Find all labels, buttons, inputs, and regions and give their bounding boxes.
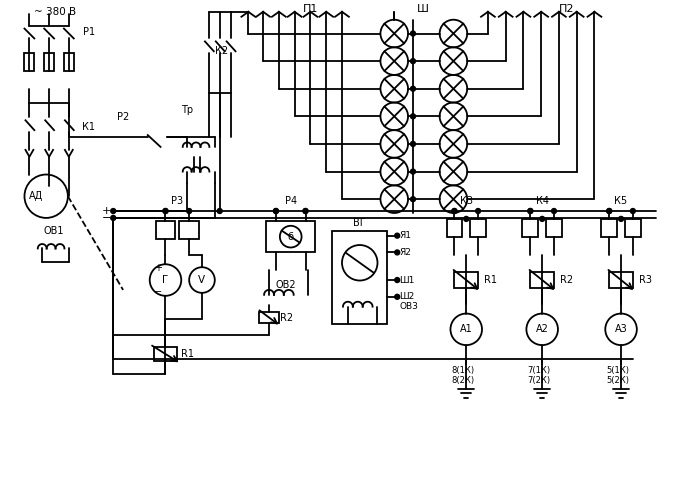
Circle shape — [410, 142, 415, 147]
Circle shape — [528, 209, 533, 214]
Text: R1: R1 — [484, 275, 497, 285]
Bar — [546, 219, 562, 237]
Text: Р3: Р3 — [171, 196, 183, 206]
Circle shape — [186, 209, 192, 214]
Text: Р4: Р4 — [285, 196, 297, 206]
Text: Я2: Я2 — [399, 248, 411, 257]
Circle shape — [464, 216, 469, 221]
Bar — [609, 272, 633, 288]
Circle shape — [111, 215, 115, 220]
Circle shape — [630, 209, 635, 214]
Text: 5(2К): 5(2К) — [607, 376, 629, 385]
Bar — [332, 231, 387, 324]
Text: 7(2К): 7(2К) — [527, 376, 550, 385]
Circle shape — [163, 209, 168, 214]
Bar — [454, 272, 478, 288]
Text: П2: П2 — [559, 4, 574, 14]
Text: R3: R3 — [639, 275, 652, 285]
Text: ОВ2: ОВ2 — [275, 280, 296, 290]
Text: Р2: Р2 — [117, 112, 129, 122]
Circle shape — [410, 114, 415, 119]
Circle shape — [528, 209, 533, 214]
Text: К2: К2 — [215, 46, 228, 56]
Text: А3: А3 — [615, 324, 628, 335]
Bar — [154, 347, 178, 361]
Circle shape — [395, 250, 400, 255]
Text: 8(2К): 8(2К) — [451, 376, 475, 385]
Text: R2: R2 — [560, 275, 574, 285]
Text: 5(1К): 5(1К) — [607, 366, 629, 375]
Text: К3: К3 — [460, 196, 473, 206]
Text: Ш: Ш — [417, 4, 429, 14]
Text: ОВ3: ОВ3 — [399, 302, 418, 311]
Bar — [259, 311, 279, 323]
Circle shape — [607, 209, 612, 214]
Text: Тр: Тр — [181, 106, 193, 115]
Text: 8(1К): 8(1К) — [451, 366, 475, 375]
Text: +: + — [102, 206, 111, 216]
Bar — [447, 219, 462, 237]
Bar — [522, 219, 538, 237]
Text: ~ 380 В: ~ 380 В — [34, 7, 76, 17]
Bar — [44, 53, 54, 71]
Text: −: − — [154, 287, 162, 297]
Circle shape — [217, 209, 222, 214]
Text: R1: R1 — [181, 349, 194, 359]
Text: АД: АД — [29, 191, 44, 201]
Bar — [530, 272, 554, 288]
Circle shape — [410, 197, 415, 201]
Circle shape — [552, 209, 557, 214]
Bar — [64, 53, 74, 71]
Text: −: − — [102, 213, 111, 223]
Bar — [470, 219, 486, 237]
Text: К4: К4 — [535, 196, 548, 206]
Bar — [156, 221, 176, 239]
Circle shape — [163, 209, 168, 214]
Circle shape — [619, 216, 624, 221]
Bar — [266, 221, 316, 253]
Circle shape — [303, 209, 308, 214]
Text: 7(1К): 7(1К) — [527, 366, 550, 375]
Circle shape — [410, 169, 415, 174]
Circle shape — [452, 209, 457, 214]
Text: ВГ: ВГ — [353, 218, 366, 228]
Text: ОВ1: ОВ1 — [44, 226, 64, 236]
Text: П1: П1 — [303, 4, 318, 14]
Circle shape — [475, 209, 481, 214]
Text: R2: R2 — [280, 312, 293, 322]
Bar — [180, 221, 199, 239]
Text: К5: К5 — [615, 196, 628, 206]
Text: Я1: Я1 — [399, 231, 411, 240]
Circle shape — [410, 86, 415, 91]
Bar — [601, 219, 617, 237]
Circle shape — [303, 209, 308, 214]
Circle shape — [273, 209, 279, 214]
Text: +: + — [154, 263, 162, 273]
Text: Ш1: Ш1 — [399, 276, 415, 284]
Text: Г: Г — [163, 275, 169, 285]
Circle shape — [452, 209, 457, 214]
Text: А1: А1 — [460, 324, 473, 335]
Text: К1: К1 — [82, 122, 95, 132]
Circle shape — [607, 209, 612, 214]
Circle shape — [410, 31, 415, 36]
Circle shape — [410, 59, 415, 64]
Circle shape — [395, 295, 400, 299]
Circle shape — [111, 209, 115, 214]
Text: А2: А2 — [535, 324, 548, 335]
Circle shape — [273, 209, 279, 214]
Text: Ш2: Ш2 — [399, 292, 415, 301]
Circle shape — [395, 233, 400, 238]
Text: Р1: Р1 — [83, 27, 95, 37]
Circle shape — [395, 278, 400, 282]
Text: V: V — [198, 275, 206, 285]
Bar — [625, 219, 641, 237]
Text: б: б — [288, 232, 294, 241]
Bar — [25, 53, 34, 71]
Circle shape — [540, 216, 544, 221]
